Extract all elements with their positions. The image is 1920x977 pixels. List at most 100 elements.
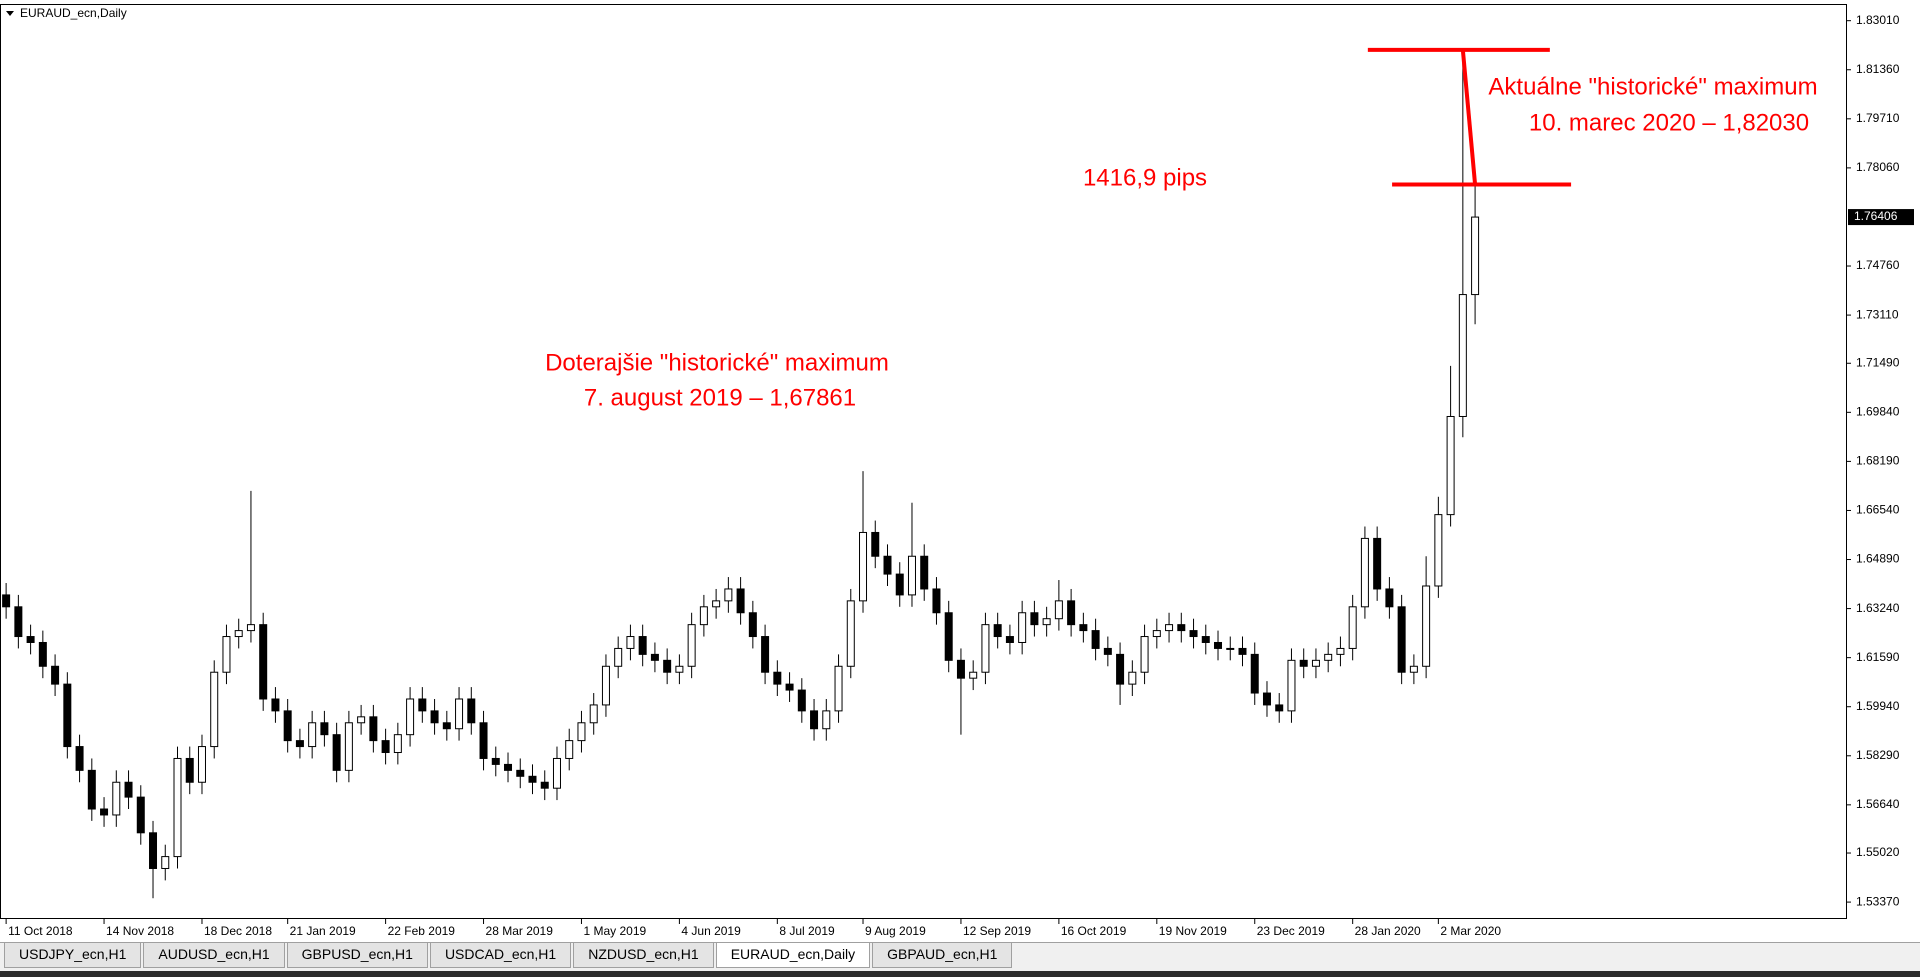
annotation: 1416,9 pips — [1083, 164, 1207, 191]
menu-arrow[interactable] — [6, 11, 14, 16]
candle-body — [956, 659, 965, 679]
candle-body — [736, 588, 745, 614]
symbol-tab[interactable]: AUDUSD_ecn,H1 — [143, 943, 285, 968]
candle-body — [1446, 415, 1455, 516]
x-tick-label: 12 Sep 2019 — [963, 924, 1031, 938]
y-tick-label: 1.63240 — [1856, 601, 1900, 615]
candle-body — [246, 624, 255, 632]
candle-body — [626, 636, 635, 649]
candle-body — [724, 588, 733, 602]
candle-body — [161, 856, 170, 869]
candle-body — [920, 555, 929, 590]
candle-body — [993, 624, 1002, 638]
symbol-tab[interactable]: NZDUSD_ecn,H1 — [573, 943, 714, 968]
candle-body — [712, 600, 721, 608]
candle-body — [295, 740, 304, 748]
candle-body — [1287, 659, 1296, 712]
candle-body — [210, 671, 219, 748]
candle-body — [981, 624, 990, 673]
y-tick-label: 1.64890 — [1856, 552, 1900, 566]
x-tick-label: 14 Nov 2018 — [106, 924, 174, 938]
candle-body — [932, 588, 941, 614]
candle-body — [442, 722, 451, 730]
trend-line — [1460, 49, 1478, 185]
candle-body — [1152, 630, 1161, 638]
symbol-tab[interactable]: USDJPY_ecn,H1 — [4, 943, 142, 968]
candle-body — [1422, 585, 1431, 667]
candle-body — [1373, 537, 1382, 590]
candle-body — [1385, 588, 1394, 608]
x-tick-label: 16 Oct 2019 — [1061, 924, 1127, 938]
candle-body — [455, 698, 464, 730]
plot-frame — [0, 4, 1847, 919]
candle-body — [63, 683, 72, 748]
candle-body — [467, 698, 476, 724]
candle-body — [1177, 624, 1186, 632]
y-tick-label: 1.58290 — [1856, 748, 1900, 762]
candle-body — [332, 734, 341, 771]
y-tick-label: 1.55020 — [1856, 845, 1900, 859]
symbol-tab[interactable]: EURAUD_ecn,Daily — [715, 943, 871, 968]
candle-body — [308, 722, 317, 748]
candle-body — [565, 740, 574, 759]
candle-body — [1275, 704, 1284, 712]
candle-body — [1360, 537, 1369, 608]
x-tick-label: 4 Jun 2019 — [681, 924, 741, 938]
symbol-tab[interactable]: GBPAUD_ecn,H1 — [872, 943, 1013, 968]
candle-body — [846, 600, 855, 667]
candle-body — [516, 769, 525, 777]
candle-body — [283, 710, 292, 742]
annotation: 10. marec 2020 – 1,82030 — [1529, 109, 1809, 136]
symbol-tab[interactable]: GBPUSD_ecn,H1 — [286, 943, 428, 968]
candle-body — [1336, 647, 1345, 655]
candle-body — [1311, 659, 1320, 667]
candle-body — [589, 704, 598, 724]
candle-body — [491, 757, 500, 765]
y-tick-label: 1.56640 — [1856, 797, 1900, 811]
candle-body — [136, 796, 145, 834]
candle-body — [1116, 653, 1125, 685]
y-tick-label: 1.66540 — [1856, 503, 1900, 517]
x-tick-label: 8 Jul 2019 — [779, 924, 835, 938]
x-tick-label: 22 Feb 2019 — [388, 924, 456, 938]
candle-body — [1214, 641, 1223, 649]
candle-body — [1226, 647, 1235, 650]
candle-body — [1324, 653, 1333, 661]
symbol-tab[interactable]: USDCAD_ecn,H1 — [429, 943, 572, 968]
candle-body — [1201, 636, 1210, 643]
candle-body — [1189, 630, 1198, 638]
candle-body — [810, 710, 819, 730]
candle-body — [699, 606, 708, 626]
candle-body — [112, 781, 121, 816]
candle-body — [577, 722, 586, 742]
candle-body — [173, 757, 182, 858]
candle-body — [883, 555, 892, 575]
candle-body — [320, 722, 329, 736]
y-tick-label: 1.81360 — [1856, 62, 1900, 76]
candle-body — [26, 636, 35, 643]
annotation: Doterajšie "historické" maximum — [545, 349, 889, 376]
candle-body — [1079, 624, 1088, 632]
candle-body — [1397, 606, 1406, 673]
annotation: Aktuálne "historické" maximum — [1488, 73, 1817, 100]
y-tick-label: 1.74760 — [1856, 258, 1900, 272]
candle-body — [149, 832, 158, 869]
candle-body — [663, 659, 672, 673]
y-tick-label: 1.78060 — [1856, 160, 1900, 174]
y-tick-label: 1.71490 — [1856, 355, 1900, 369]
annotation: 7. august 2019 – 1,67861 — [584, 384, 856, 411]
candle-body — [479, 722, 488, 759]
candle-body — [185, 757, 194, 783]
x-tick-label: 28 Jan 2020 — [1355, 924, 1421, 938]
status-strip — [0, 971, 1920, 977]
candle-body — [1005, 636, 1014, 643]
candle-body — [1018, 612, 1027, 643]
candle-body — [430, 710, 439, 724]
candle-body — [1238, 647, 1247, 655]
price-box — [1848, 209, 1914, 226]
candle-body — [14, 606, 23, 638]
candle-body — [528, 775, 537, 783]
candle-body — [406, 698, 415, 736]
x-tick-label: 23 Dec 2019 — [1257, 924, 1325, 938]
